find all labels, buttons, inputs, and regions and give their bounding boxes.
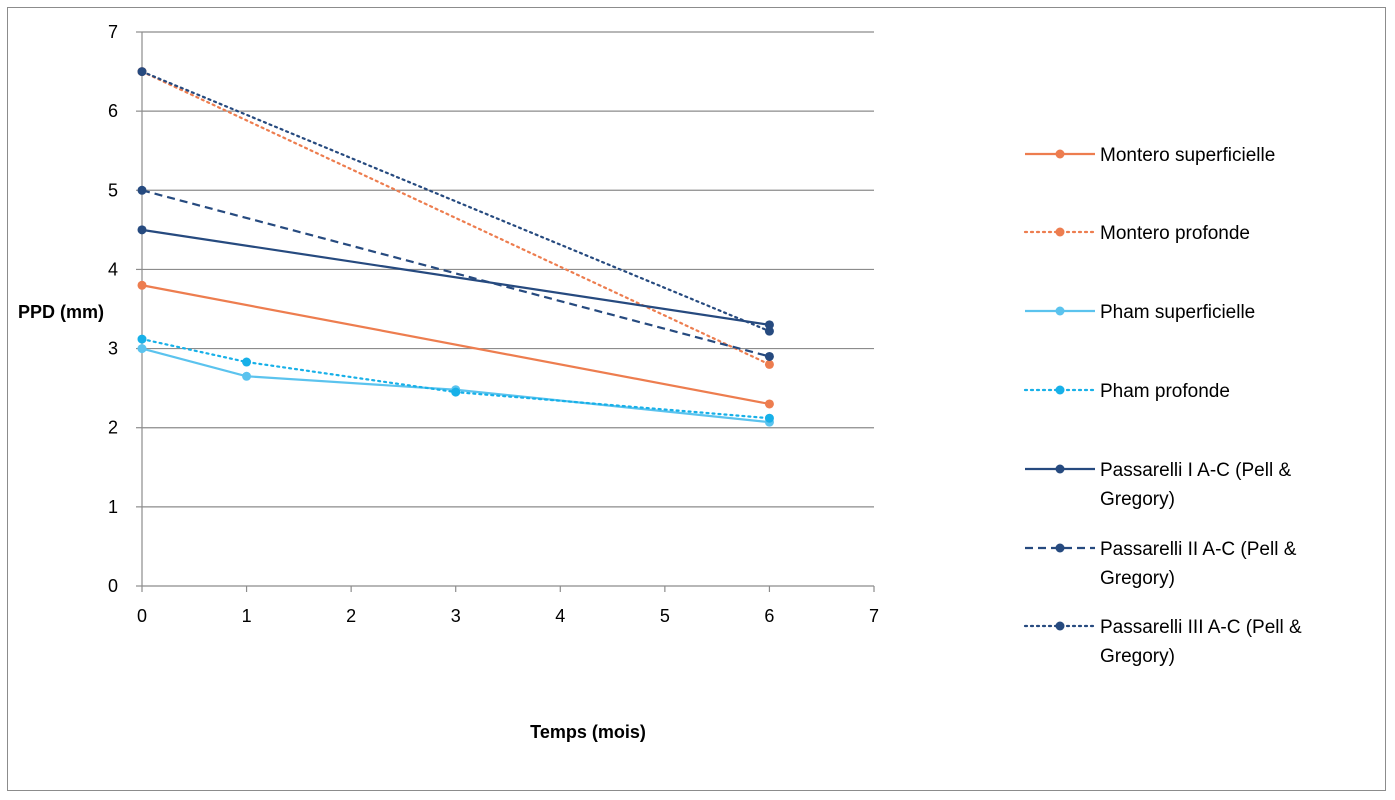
legend-label: Montero profonde (1100, 223, 1250, 244)
legend-label: Gregory) (1100, 646, 1175, 667)
chart-frame (7, 7, 1386, 791)
data-point (137, 280, 147, 290)
y-axis-title: PPD (mm) (18, 302, 104, 322)
axes (136, 31, 875, 592)
data-point (137, 334, 147, 344)
legend-swatch-marker (1055, 543, 1065, 553)
legend-label: Pham superficielle (1100, 302, 1255, 323)
x-tick-label: 6 (764, 606, 774, 626)
legend-swatch-marker (1055, 306, 1065, 316)
y-tick-label: 7 (108, 22, 118, 42)
series-line (140, 70, 771, 333)
series-line (140, 70, 771, 366)
series-lines (137, 67, 774, 427)
data-point (137, 225, 147, 235)
legend-swatch-marker (1055, 227, 1065, 237)
data-point (764, 351, 774, 361)
data-point (764, 413, 774, 423)
data-point (137, 185, 147, 195)
data-point (764, 320, 774, 330)
data-point (137, 67, 147, 77)
legend-label: Pham profonde (1100, 381, 1230, 402)
y-tick-label: 5 (108, 180, 118, 200)
legend-swatch-marker (1055, 149, 1065, 159)
data-point (451, 387, 461, 397)
series-line (140, 337, 771, 420)
x-axis-title: Temps (mois) (530, 722, 646, 742)
series-line (141, 284, 770, 406)
x-tick-label: 3 (451, 606, 461, 626)
gridlines (142, 31, 874, 508)
x-tick-label: 5 (660, 606, 670, 626)
legend-label: Montero superficielle (1100, 145, 1275, 166)
series-line (141, 189, 770, 358)
data-point (764, 359, 774, 369)
x-tick-label: 1 (242, 606, 252, 626)
y-tick-label: 0 (108, 576, 118, 596)
y-tick-label: 6 (108, 101, 118, 121)
x-tick-label: 7 (869, 606, 879, 626)
y-tick-label: 4 (108, 259, 118, 279)
legend-swatch-marker (1055, 621, 1065, 631)
legend-label: Gregory) (1100, 489, 1175, 510)
legend-swatch-marker (1055, 464, 1065, 474)
legend-label: Passarelli III A-C (Pell & (1100, 617, 1302, 638)
legend-label: Gregory) (1100, 568, 1175, 589)
y-tick-label: 2 (108, 418, 118, 438)
data-point (242, 357, 252, 367)
y-tick-label: 3 (108, 339, 118, 359)
legend-swatch-marker (1055, 385, 1065, 395)
y-tick-labels: 0 1 2 3 4 5 6 7 (108, 22, 118, 596)
x-tick-labels: 0 1 2 3 4 5 6 7 (137, 606, 879, 626)
data-point (764, 326, 774, 336)
data-point (764, 399, 774, 409)
data-point (242, 371, 252, 381)
series-line (141, 228, 770, 326)
x-tick-label: 0 (137, 606, 147, 626)
data-point (137, 344, 147, 354)
legend: Montero superficielle Montero profonde Pha… (1023, 145, 1302, 667)
x-tick-label: 4 (555, 606, 565, 626)
x-tick-label: 2 (346, 606, 356, 626)
y-tick-label: 1 (108, 497, 118, 517)
legend-label: Passarelli I A-C (Pell & (1100, 460, 1291, 481)
legend-label: Passarelli II A-C (Pell & (1100, 539, 1297, 560)
